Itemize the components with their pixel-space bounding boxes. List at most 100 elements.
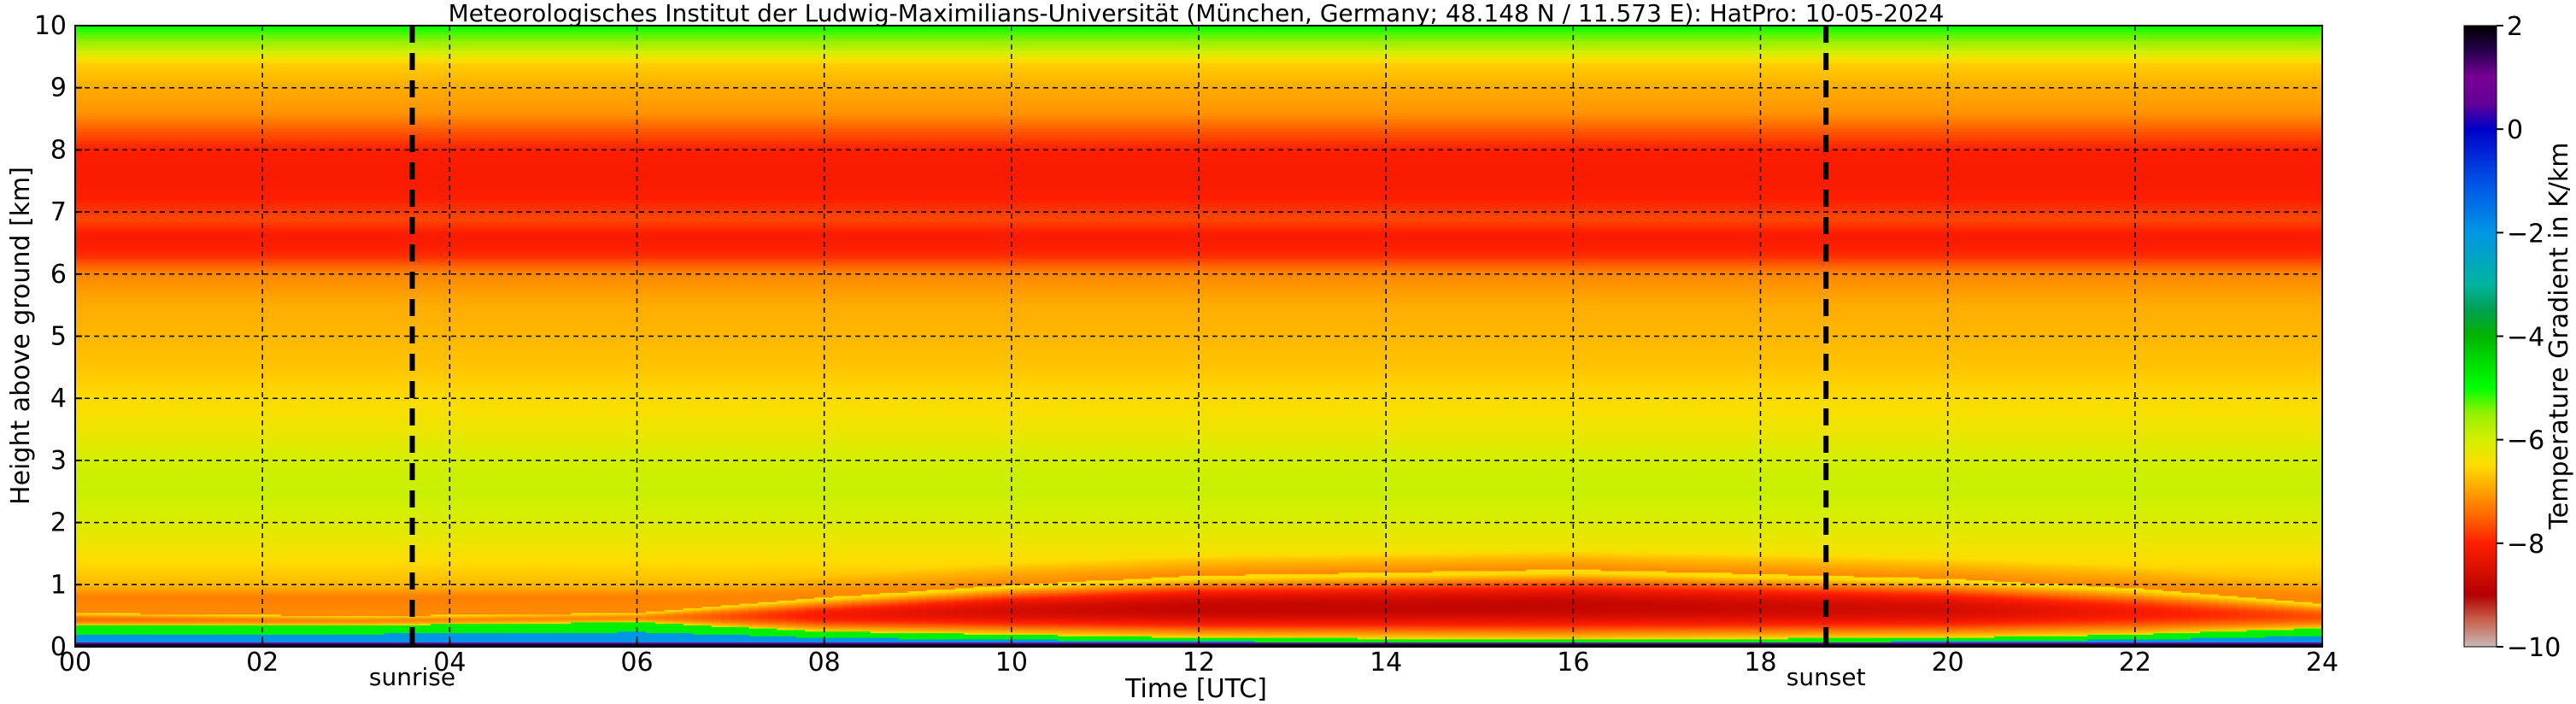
heatmap-cell — [664, 572, 675, 575]
heatmap-cell — [711, 629, 722, 632]
heatmap-cell — [271, 576, 282, 579]
heatmap-cell — [346, 627, 357, 631]
heatmap-cell — [580, 593, 591, 596]
heatmap-cell — [121, 595, 132, 598]
heatmap-cell — [308, 589, 320, 592]
heatmap-cell — [103, 595, 114, 598]
heatmap-cell — [290, 579, 301, 583]
heatmap-cell — [308, 554, 320, 558]
heatmap-cell — [786, 640, 797, 643]
heatmap-cell — [711, 625, 722, 627]
heatmap-cell — [580, 572, 591, 575]
heatmap-cell — [252, 572, 263, 575]
heatmap-cell — [748, 591, 760, 595]
heatmap-cell — [505, 578, 516, 581]
heatmap-cell — [196, 642, 207, 644]
heatmap-cell — [84, 621, 95, 625]
heatmap-cell — [730, 568, 741, 572]
heatmap-cell — [608, 590, 619, 593]
heatmap-cell — [271, 642, 282, 644]
heatmap-cell — [365, 595, 376, 598]
heatmap-cell — [224, 554, 235, 558]
heatmap-cell — [786, 625, 797, 629]
heatmap-cell — [777, 551, 788, 554]
heatmap-cell — [75, 581, 85, 584]
heatmap-cell — [308, 608, 320, 612]
heatmap-cell — [627, 593, 637, 596]
heatmap-cell — [664, 574, 675, 578]
heatmap-cell — [271, 591, 282, 595]
heatmap-cell — [777, 595, 788, 598]
heatmap-cell — [271, 581, 282, 584]
heatmap-cell — [168, 559, 179, 562]
heatmap-cell — [261, 631, 273, 634]
heatmap-cell — [505, 612, 516, 615]
heatmap-cell — [543, 615, 554, 618]
heatmap-cell — [393, 637, 404, 640]
heatmap-cell — [786, 596, 797, 600]
heatmap-cell — [720, 582, 731, 585]
heatmap-band — [75, 378, 2322, 384]
heatmap-cell — [711, 619, 722, 623]
heatmap-cell — [467, 593, 478, 596]
heatmap-cell — [271, 587, 282, 590]
heatmap-cell — [84, 642, 95, 646]
heatmap-cell — [159, 618, 170, 621]
heatmap-cell — [701, 570, 713, 573]
heatmap-cell — [402, 572, 413, 575]
heatmap-cell — [730, 601, 741, 604]
heatmap-cell — [524, 602, 535, 606]
heatmap-cell — [131, 559, 142, 562]
heatmap-cell — [561, 584, 572, 587]
heatmap-cell — [439, 607, 450, 610]
heatmap-cell — [412, 632, 422, 635]
heatmap-cell — [645, 608, 656, 612]
heatmap-cell — [711, 584, 722, 587]
heatmap-cell — [205, 564, 216, 566]
heatmap-cell — [599, 585, 610, 589]
heatmap-cell — [299, 557, 310, 560]
heatmap-cell — [692, 556, 703, 559]
heatmap-cell — [374, 585, 385, 589]
heatmap-cell — [777, 559, 788, 562]
heatmap-cell — [590, 625, 601, 629]
heatmap-cell — [627, 589, 637, 592]
heatmap-band — [75, 180, 2322, 185]
heatmap-cell — [533, 559, 544, 562]
heatmap-cell — [477, 612, 488, 615]
heatmap-cell — [618, 627, 629, 631]
heatmap-cell — [795, 629, 807, 632]
heatmap-cell — [308, 551, 320, 554]
heatmap-cell — [384, 604, 395, 607]
heatmap-cell — [205, 608, 216, 612]
heatmap-cell — [112, 572, 123, 575]
heatmap-cell — [233, 556, 244, 559]
heatmap-cell — [327, 644, 338, 647]
heatmap-cell — [449, 565, 460, 568]
heatmap-cell — [355, 642, 367, 646]
heatmap-cell — [261, 593, 273, 596]
heatmap-cell — [645, 587, 656, 590]
heatmap-cell — [75, 607, 85, 610]
heatmap-cell — [374, 615, 385, 618]
heatmap-cell — [159, 573, 170, 576]
heatmap-cell — [580, 607, 591, 610]
heatmap-cell — [458, 619, 469, 623]
heatmap-cell — [543, 627, 554, 631]
heatmap-cell — [758, 601, 769, 604]
heatmap-cell — [196, 598, 207, 601]
heatmap-cell — [131, 606, 142, 609]
heatmap-cell — [505, 593, 516, 596]
heatmap-cell — [701, 619, 713, 623]
heatmap-cell — [673, 581, 684, 584]
heatmap-cell — [214, 621, 226, 625]
heatmap-cell — [580, 564, 591, 566]
heatmap-cell — [327, 642, 338, 644]
heatmap-cell — [561, 637, 572, 640]
heatmap-cell — [730, 638, 741, 642]
heatmap-cell — [224, 585, 235, 589]
heatmap-cell — [561, 589, 572, 592]
heatmap-cell — [252, 595, 263, 598]
heatmap-cell — [767, 599, 778, 602]
heatmap-cell — [355, 568, 367, 572]
